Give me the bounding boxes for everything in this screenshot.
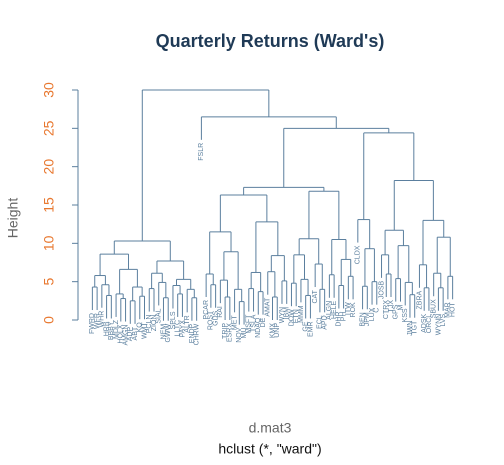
subtitle: hclust (*, "ward")	[218, 441, 321, 457]
leaf-label: ADP	[127, 327, 134, 342]
leaf-label: ENDP	[189, 323, 196, 343]
leaf-label: DHR	[336, 312, 343, 327]
leaf-label: EMR	[307, 321, 314, 337]
leaf-label: KSS	[402, 308, 409, 322]
leaf-label: JWN	[407, 321, 414, 336]
y-tick-label: 30	[41, 82, 57, 98]
leaf-label: SIAL	[156, 308, 163, 323]
leaf-label: KO	[137, 322, 144, 333]
leaf-label: LLTC	[175, 320, 182, 337]
leaf-label: NOV	[236, 327, 243, 343]
leaf-label: LVS	[440, 313, 447, 326]
leaf-label: WYN	[279, 307, 286, 323]
leaf-label: HELE	[331, 300, 338, 319]
y-tick-label: 20	[41, 159, 57, 175]
leaf-label: ABT	[132, 326, 139, 340]
leaf-label: DOW	[288, 309, 295, 327]
leaf-label: ADSK	[421, 313, 428, 332]
leaf-label: FSLR	[198, 143, 205, 161]
leaf-label: SPLS	[170, 311, 177, 329]
leaf-label: ORCL	[426, 314, 433, 334]
leaf-label: WHR	[99, 311, 106, 328]
leaf-label: SBUX	[431, 299, 438, 318]
leaf-label: ESRX	[227, 323, 234, 342]
leaf-label: HOT	[449, 302, 456, 318]
leaf-label: MSFT	[246, 314, 253, 334]
leaf-label: TSLA	[250, 314, 257, 332]
leaf-label: MMM	[298, 305, 305, 323]
leaf-label: ECL	[317, 315, 324, 329]
leaf-label: JPM	[364, 312, 371, 326]
leaf-label: ZION	[151, 315, 158, 332]
leaf-label: MU	[241, 328, 248, 339]
leaf-label: PH	[340, 312, 347, 322]
leaf-label: WMT	[141, 322, 148, 339]
leaf-label: MAR	[445, 302, 452, 318]
leaf-label: RAI	[217, 306, 224, 318]
y-tick-label: 10	[41, 235, 57, 251]
leaf-label: JOSB	[378, 281, 385, 300]
leaf-label: IBM	[284, 307, 291, 320]
y-tick-label: 0	[41, 316, 57, 324]
leaf-label: GWW	[165, 323, 172, 342]
leaf-label: PAYX	[179, 320, 186, 338]
leaf-label: GPS	[393, 304, 400, 319]
leaf-label: ALTR	[184, 315, 191, 332]
y-tick-label: 25	[41, 120, 57, 136]
leaf-label: MET	[231, 315, 238, 331]
leaf-label: NEM	[160, 324, 167, 340]
leaf-label: CAT	[312, 289, 319, 303]
leaf-label: ITW	[345, 302, 352, 315]
y-tick-label: 5	[41, 278, 57, 286]
leaf-label: HRB	[103, 321, 110, 336]
leaf-label: TRIP	[222, 323, 229, 339]
leaf-label: GDS	[212, 310, 219, 326]
leaf-label: TGT	[412, 320, 419, 335]
leaf-label: CTRX	[383, 300, 390, 319]
leaf-label: BEN	[359, 312, 366, 326]
leaf-label: GE	[303, 321, 310, 331]
y-tick-label: 15	[41, 197, 57, 213]
leaf-label: ALGN	[326, 301, 333, 320]
leaf-label: AMGN	[122, 325, 129, 346]
leaf-label: NDAQ	[255, 317, 262, 338]
leaf-label: WFR	[94, 313, 101, 329]
leaf-label: C	[374, 308, 381, 313]
leaf-label: PCLN	[146, 315, 153, 334]
leaf-label: TJX	[388, 300, 395, 313]
leaf-label: DE	[260, 317, 267, 327]
leaf-label: LUX	[369, 307, 376, 321]
leaf-label: AMAT	[265, 297, 272, 317]
leaf-label: ROST	[208, 310, 215, 330]
leaf-label: HOLX	[118, 324, 125, 343]
x-axis-label: d.mat3	[249, 420, 292, 436]
leaf-label: FWRD	[89, 313, 96, 334]
leaf-label: CHRW	[193, 323, 200, 345]
leaf-label: CLDX	[355, 245, 362, 264]
leaf-label: APD	[321, 315, 328, 329]
leaf-label: MDLZ	[113, 319, 120, 339]
leaf-label: KMX	[269, 323, 276, 339]
y-axis-label: Height	[5, 198, 21, 239]
leaf-label: ZBRA	[416, 290, 423, 309]
leaf-label: WYNN	[435, 314, 442, 335]
chart-title: Quarterly Returns (Ward's)	[156, 31, 385, 51]
leaf-label: BBBY	[108, 321, 115, 340]
leaf-label: UNP	[274, 323, 281, 338]
leaf-label: ROK	[350, 302, 357, 318]
leaf-label: PCAR	[203, 300, 210, 319]
leaf-label: M	[397, 304, 404, 310]
leaf-label: ETN	[293, 309, 300, 323]
